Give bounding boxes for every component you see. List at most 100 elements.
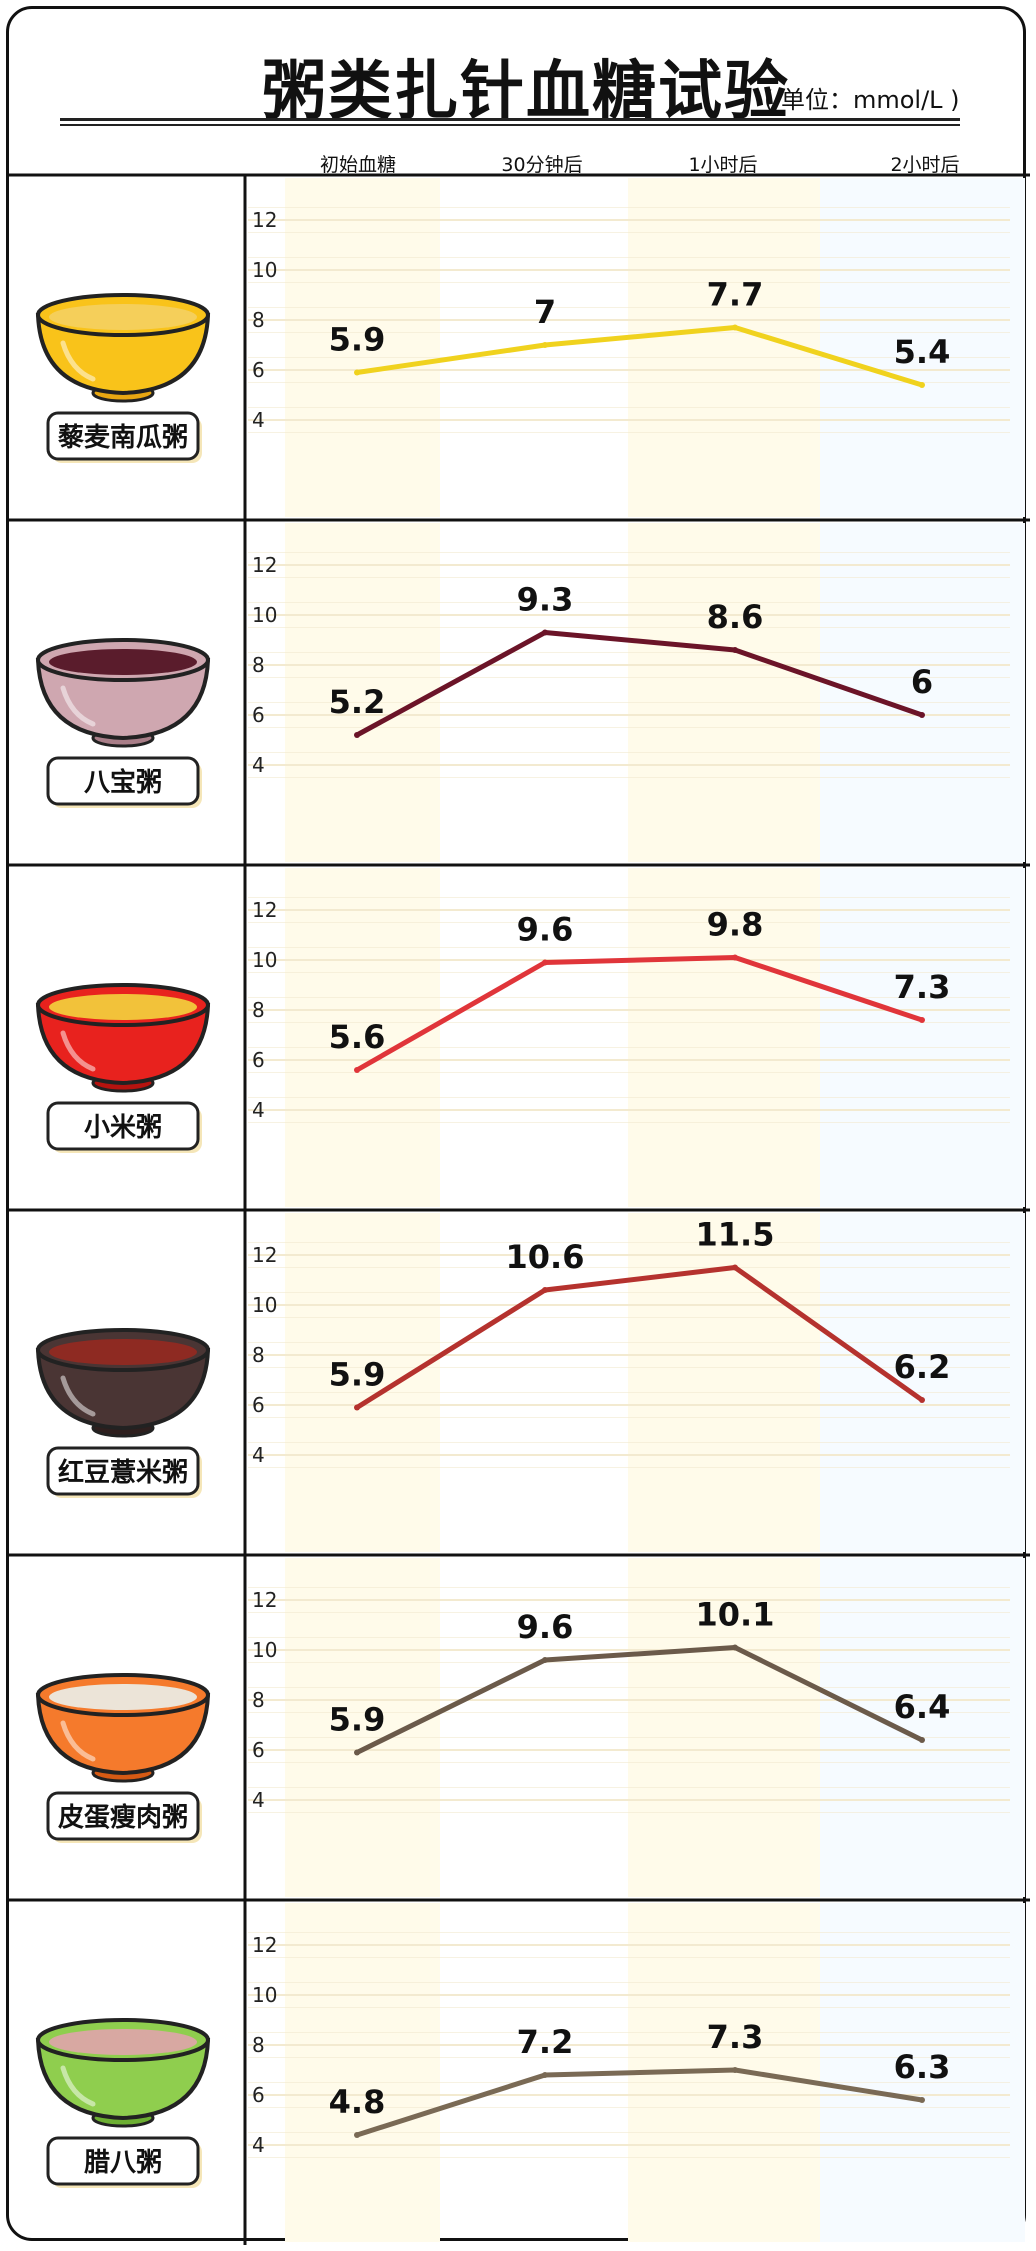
data-label: 5.9 <box>329 321 386 359</box>
data-point <box>732 647 738 653</box>
data-point <box>732 2067 738 2073</box>
highlight-band-1h <box>628 868 820 1207</box>
series-line <box>354 630 925 738</box>
highlight-band-1h <box>628 523 820 862</box>
highlight-band-initial <box>285 1213 440 1552</box>
data-point <box>354 732 360 738</box>
data-label: 6.2 <box>894 1348 951 1386</box>
alt-band-2h <box>820 1213 1025 1552</box>
column-header-2h: 2小时后 <box>890 154 960 176</box>
data-label: 5.9 <box>329 1356 386 1394</box>
data-point <box>732 1644 738 1651</box>
food-label-box <box>46 411 200 461</box>
bowl-highlight-icon <box>60 1030 96 1072</box>
data-label: 10.6 <box>506 1238 585 1276</box>
data-point <box>354 1067 360 1073</box>
bowl-food-icon <box>49 1684 197 1710</box>
column-header-1h: 1小时后 <box>688 154 758 176</box>
food-label: 小米粥 <box>84 1113 162 1143</box>
data-label: 4.8 <box>329 2083 386 2121</box>
data-label: 9.3 <box>517 581 574 619</box>
y-tick-label: 6 <box>252 358 265 382</box>
data-point <box>732 324 738 331</box>
y-tick-label: 8 <box>252 2033 265 2057</box>
alt-band-2h <box>820 1558 1025 1897</box>
data-point <box>919 1397 925 1403</box>
alt-band-2h <box>820 178 1025 517</box>
data-point <box>542 1657 548 1663</box>
bowl-highlight-icon <box>60 1720 96 1762</box>
food-label: 红豆薏米粥 <box>58 1457 188 1488</box>
y-tick-label: 4 <box>252 2133 265 2157</box>
data-point <box>732 1264 738 1271</box>
series-line <box>354 325 925 388</box>
y-tick-label: 12 <box>252 208 277 232</box>
series-line <box>354 1265 925 1410</box>
data-point <box>354 1749 360 1756</box>
data-label: 5.2 <box>329 683 386 721</box>
y-tick-label: 4 <box>252 1443 265 1467</box>
y-tick-label: 10 <box>252 258 277 282</box>
data-point <box>919 712 925 718</box>
y-tick-label: 6 <box>252 2083 265 2107</box>
data-point <box>542 959 548 966</box>
y-tick-label: 10 <box>252 948 277 972</box>
y-tick-label: 4 <box>252 408 265 432</box>
data-point <box>919 382 925 388</box>
y-tick-label: 10 <box>252 1293 277 1317</box>
bowl-highlight-icon <box>60 1375 96 1417</box>
bowl-highlight-icon <box>60 685 96 727</box>
y-tick-label: 12 <box>252 898 277 922</box>
y-tick-label: 8 <box>252 308 265 332</box>
y-tick-label: 8 <box>252 1688 265 1712</box>
y-tick-label: 12 <box>252 1243 277 1267</box>
series-line <box>354 955 925 1073</box>
column-header-initial: 初始血糖 <box>319 154 396 176</box>
data-label: 9.6 <box>517 911 574 949</box>
unit-label: ( 单位：mmol/L ) <box>764 86 960 114</box>
food-label: 八宝粥 <box>84 767 162 798</box>
data-label: 9.6 <box>517 1608 574 1646</box>
alt-band-2h <box>820 868 1025 1207</box>
y-tick-label: 12 <box>252 1933 277 1957</box>
food-label-box <box>46 756 200 806</box>
y-tick-label: 10 <box>252 1638 277 1662</box>
title-underline <box>60 118 960 121</box>
highlight-band-initial <box>285 523 440 862</box>
data-label: 6 <box>911 663 933 701</box>
y-tick-label: 4 <box>252 1098 265 1122</box>
bowl-food-icon <box>49 649 197 675</box>
y-tick-label: 4 <box>252 1788 265 1812</box>
data-point <box>542 1287 548 1293</box>
data-label: 9.8 <box>707 906 764 944</box>
bowl-food-icon <box>49 2029 197 2055</box>
data-label: 8.6 <box>707 598 764 636</box>
y-tick-label: 6 <box>252 1738 265 1762</box>
y-tick-label: 10 <box>252 603 277 627</box>
y-tick-label: 8 <box>252 1343 265 1367</box>
food-label-box <box>46 2136 200 2186</box>
series-line <box>354 2067 925 2138</box>
title-underline-2 <box>60 124 960 126</box>
data-point <box>919 2097 925 2103</box>
food-label-box <box>46 1446 200 1496</box>
y-tick-label: 8 <box>252 998 265 1022</box>
data-label: 7 <box>534 293 556 331</box>
data-label: 5.9 <box>329 1701 386 1739</box>
data-label: 7.7 <box>707 276 764 314</box>
alt-band-2h <box>820 1903 1025 2242</box>
highlight-band-initial <box>285 1558 440 1897</box>
data-label: 6.4 <box>894 1688 951 1726</box>
data-label: 11.5 <box>696 1216 775 1254</box>
y-tick-label: 4 <box>252 753 265 777</box>
data-point <box>919 1017 925 1023</box>
data-label: 5.6 <box>329 1018 386 1056</box>
data-label: 7.2 <box>517 2023 574 2061</box>
y-tick-label: 12 <box>252 1588 277 1612</box>
food-label: 腊八粥 <box>84 2148 162 2178</box>
data-label: 5.4 <box>894 333 951 371</box>
data-label: 10.1 <box>696 1596 775 1634</box>
highlight-band-1h <box>628 1213 820 1552</box>
y-tick-label: 8 <box>252 653 265 677</box>
